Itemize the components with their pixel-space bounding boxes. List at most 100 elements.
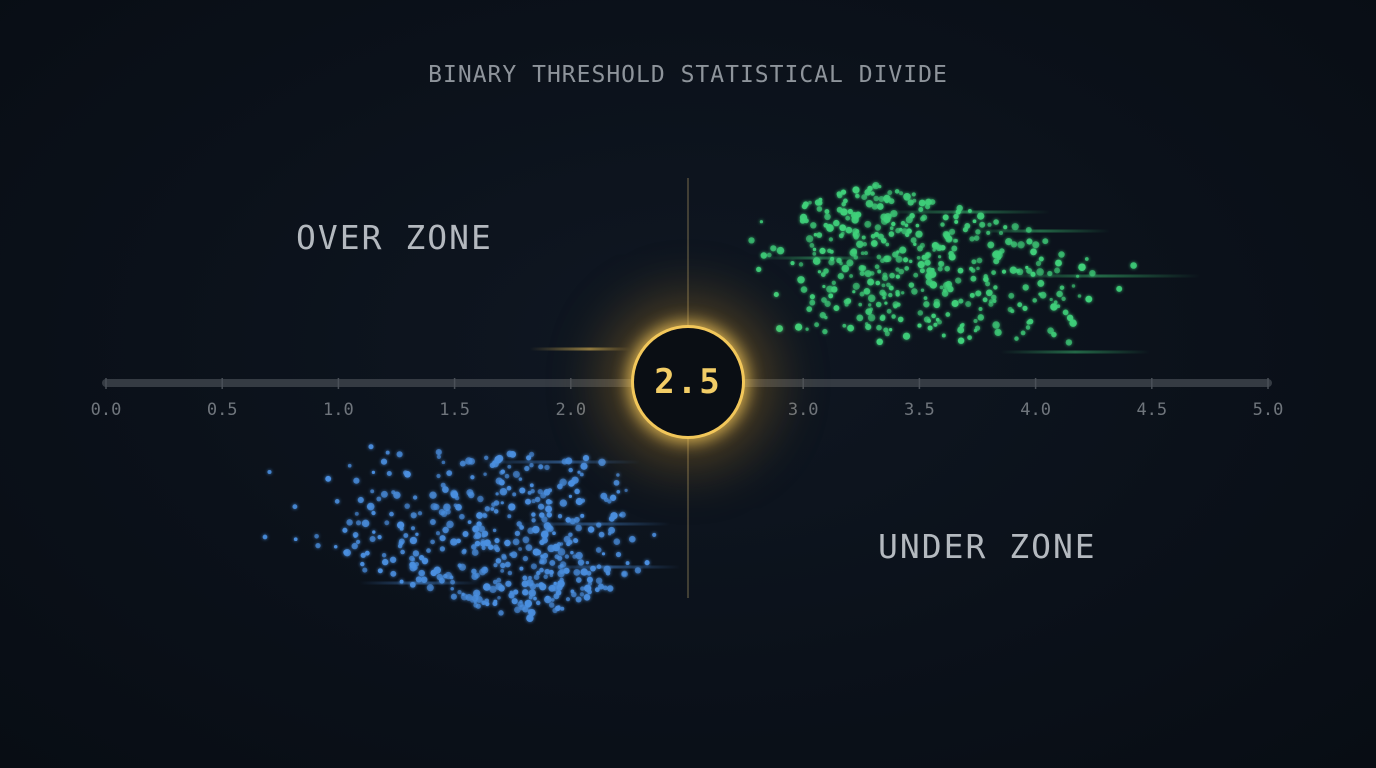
under-zone-point <box>415 532 419 536</box>
under-zone-point <box>557 570 565 578</box>
under-zone-point <box>362 567 368 573</box>
over-zone-point <box>1056 290 1063 298</box>
over-zone-point <box>760 252 768 259</box>
over-zone-point <box>856 314 864 322</box>
over-zone-point <box>979 221 986 228</box>
under-zone-point <box>560 606 565 611</box>
under-zone-point <box>583 584 592 592</box>
under-zone-point <box>459 460 466 467</box>
over-zone-point <box>949 228 956 235</box>
under-zone-point <box>519 566 524 571</box>
under-zone-point <box>355 520 362 526</box>
under-zone-point <box>404 503 410 509</box>
over-zone-point <box>1011 223 1019 231</box>
over-zone-point <box>1058 251 1065 258</box>
over-zone-point <box>823 268 829 274</box>
over-zone-point <box>858 265 865 272</box>
under-zone-point <box>393 491 401 499</box>
over-zone-point <box>1022 305 1028 311</box>
under-zone-point <box>546 512 552 518</box>
under-zone-point <box>572 538 578 543</box>
under-zone-point <box>500 469 505 474</box>
under-zone-point <box>606 585 614 592</box>
over-zone-point <box>817 270 822 274</box>
over-zone-point <box>1017 302 1023 308</box>
under-zone-point <box>587 526 595 533</box>
over-zone-point <box>993 258 1000 265</box>
under-zone-point <box>552 531 556 536</box>
over-zone-point <box>824 300 831 307</box>
under-zone-point <box>566 541 571 547</box>
over-zone-point <box>812 257 821 265</box>
over-zone-point <box>844 302 849 307</box>
under-zone-point <box>484 455 489 460</box>
motion-streak <box>880 210 1050 214</box>
under-zone-point <box>399 579 404 584</box>
over-zone-point <box>944 265 950 272</box>
over-zone-point <box>790 261 795 266</box>
x-axis-tick-labels: 0.0 0.5 1.0 1.5 2.0 3.0 3.5 4.0 4.5 5.0 <box>91 400 1284 420</box>
over-zone-point <box>983 274 988 279</box>
under-zone-point <box>598 531 605 538</box>
threshold-value: 2.5 <box>654 362 722 402</box>
under-zone-point <box>528 451 535 458</box>
over-zone-point <box>841 264 850 273</box>
under-zone-point <box>422 559 428 565</box>
over-zone-point <box>937 319 942 325</box>
over-zone-point <box>859 291 865 297</box>
over-zone-point <box>996 255 1002 260</box>
under-zone-point <box>491 502 496 507</box>
over-zone-point <box>869 271 875 276</box>
under-zone-point <box>471 549 479 556</box>
under-zone-point <box>315 542 321 549</box>
over-zone-point <box>849 274 853 278</box>
over-zone-point <box>978 307 983 311</box>
over-zone-point <box>877 269 882 274</box>
under-zone-point <box>351 542 358 550</box>
under-zone-point <box>527 609 533 614</box>
under-zone-point <box>418 569 425 577</box>
under-zone-point <box>500 569 505 573</box>
over-zone-point <box>855 193 860 199</box>
over-zone-point <box>1032 241 1040 249</box>
under-zone-point <box>512 470 520 478</box>
over-zone-point <box>806 306 813 312</box>
under-zone-point <box>559 499 567 507</box>
under-zone-point <box>439 546 446 552</box>
over-zone-point <box>992 299 997 303</box>
under-zone-point <box>519 525 524 530</box>
over-zone-points <box>748 181 1137 346</box>
over-zone-point <box>975 229 981 235</box>
under-zone-point <box>615 551 622 558</box>
over-zone-point <box>938 260 945 267</box>
under-zone-point <box>484 598 490 603</box>
over-zone-point <box>917 323 922 328</box>
over-zone-point <box>970 268 976 273</box>
over-zone-point <box>925 272 933 280</box>
under-zone-point <box>512 538 520 546</box>
over-zone-point <box>852 282 860 290</box>
under-zone-point <box>549 573 554 578</box>
over-zone-point <box>824 315 828 320</box>
over-zone-point <box>865 199 874 208</box>
under-zone-point <box>492 579 498 585</box>
under-zone-point <box>595 577 603 584</box>
over-zone-point <box>864 322 869 326</box>
under-zone-point <box>481 566 489 574</box>
over-zone-point <box>805 235 814 243</box>
under-zone-point <box>473 534 478 540</box>
over-zone-point <box>957 267 964 274</box>
under-zone-point <box>426 548 431 553</box>
x-tick-label: 4.5 <box>1136 400 1167 420</box>
over-zone-point <box>891 221 896 227</box>
under-zone-point <box>563 567 570 574</box>
over-zone-point <box>852 290 856 294</box>
over-zone-point <box>991 270 996 275</box>
over-zone-point <box>904 266 910 271</box>
under-zone-point <box>565 457 573 465</box>
under-zone-point <box>555 589 562 596</box>
under-zone-point <box>531 499 536 504</box>
under-zone-point <box>526 455 532 461</box>
under-zone-point <box>513 589 519 595</box>
over-zone-point <box>899 191 904 196</box>
